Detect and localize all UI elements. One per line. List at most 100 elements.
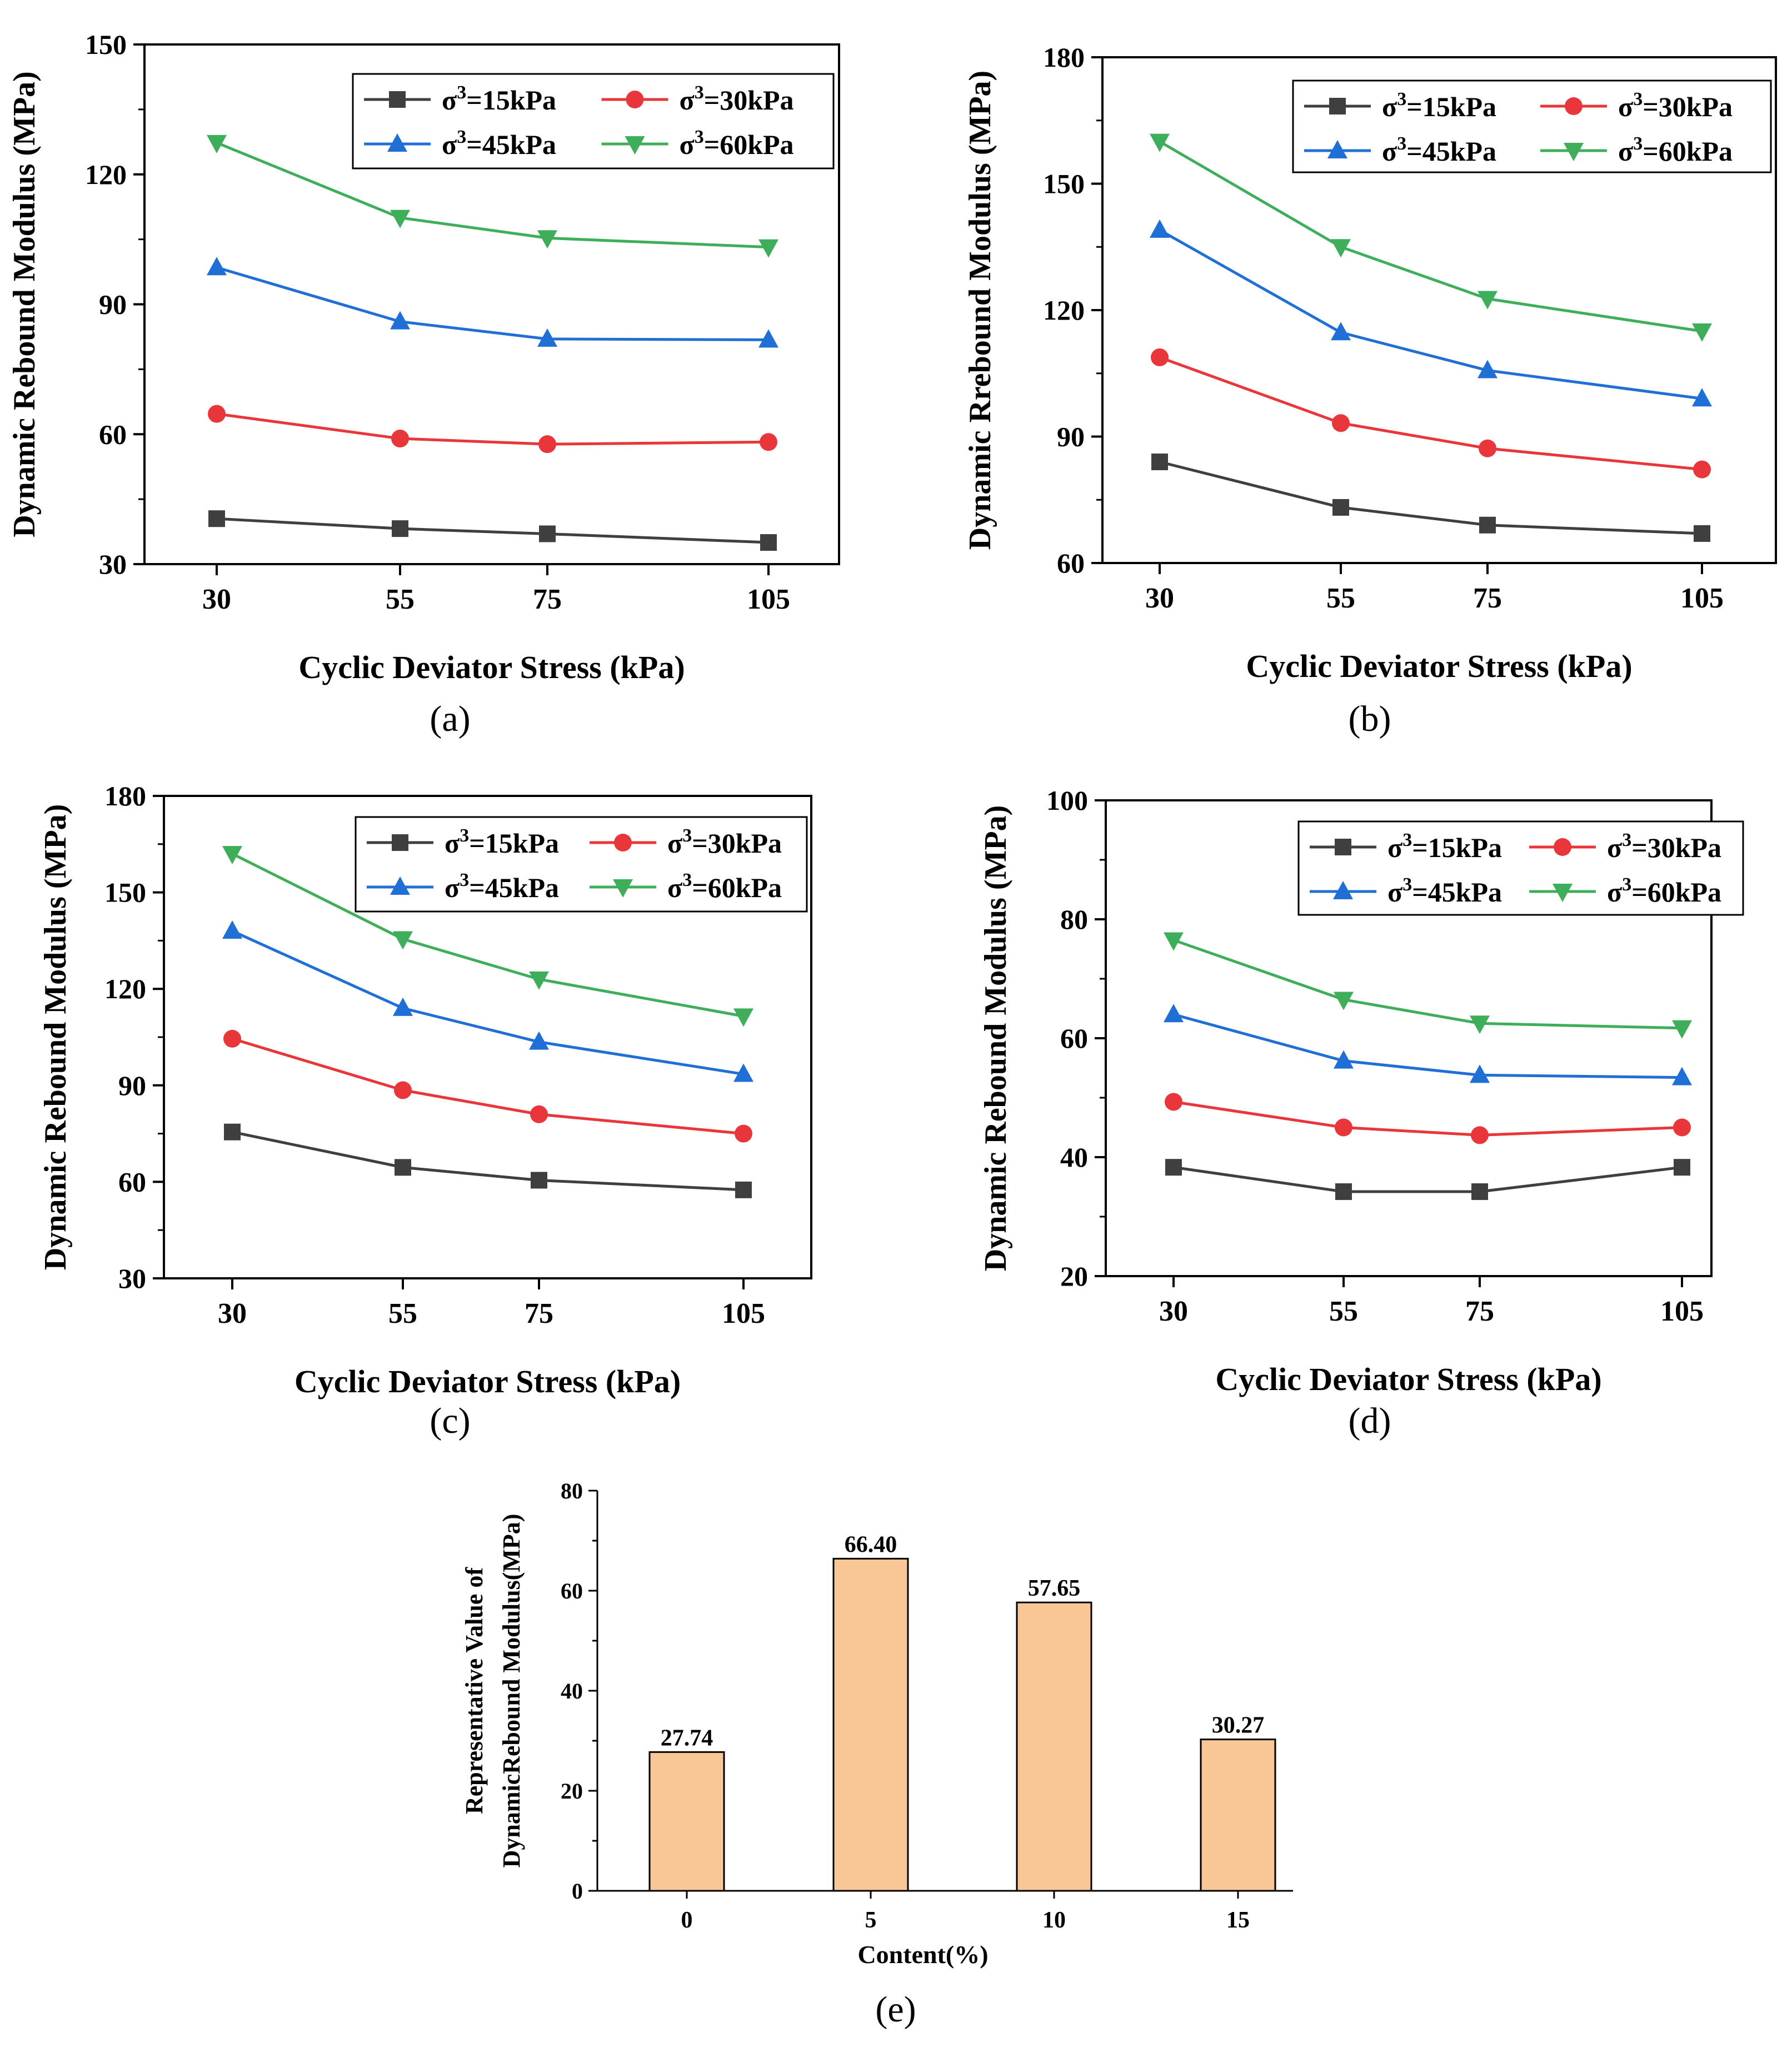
- data-point: [1672, 1020, 1692, 1039]
- legend-item: σ3=30kPa: [601, 82, 794, 116]
- data-point: [758, 239, 778, 258]
- x-axis-label: Cyclic Deviator Stress (kPa): [298, 649, 685, 685]
- data-point: [390, 311, 410, 330]
- data-point: [529, 1031, 549, 1050]
- legend-marker: [613, 879, 633, 898]
- x-tick-label: 30: [1145, 582, 1174, 614]
- legend-label-sup: 3: [695, 82, 704, 103]
- legend-label-rest: =15kPa: [1406, 91, 1496, 122]
- x-tick-label: 105: [747, 584, 790, 615]
- legend-label-sup: 3: [1397, 89, 1406, 109]
- data-point: [538, 435, 556, 454]
- y-tick-label: 0: [572, 1879, 583, 1904]
- legend-label-sup: 3: [1633, 89, 1643, 109]
- series-s60: [207, 135, 778, 258]
- data-point: [391, 430, 409, 448]
- data-point: [1331, 322, 1351, 341]
- legend-marker: [1333, 881, 1353, 899]
- legend-marker: [1564, 143, 1584, 161]
- chart-panel-d: 20 40 60 80 100 30 55 75 105 Cyclic Deviator Stre…: [979, 785, 1744, 1441]
- series-line: [1173, 1166, 1683, 1193]
- legend-label-rest: =60kPa: [704, 129, 794, 160]
- data-point: [224, 1123, 241, 1140]
- data-point: [393, 997, 413, 1016]
- series-s15: [208, 510, 777, 551]
- x-tick-label: 105: [1680, 582, 1724, 614]
- series-line: [216, 266, 769, 341]
- y-tick-label: 120: [1043, 295, 1085, 326]
- legend-box: [1297, 820, 1744, 916]
- y-tick-label: 90: [118, 1070, 146, 1101]
- legend-label: σ3=30kPa: [1618, 89, 1733, 122]
- series-s60: [1164, 932, 1692, 1039]
- y-tick-label: 100: [1046, 785, 1088, 816]
- data-point: [1164, 932, 1184, 951]
- series-line: [1173, 1013, 1683, 1079]
- x-tick-label: 0: [681, 1907, 693, 1933]
- data-point: [1335, 1183, 1352, 1201]
- legend-item: σ3=15kPa: [367, 825, 559, 859]
- series-s60: [1150, 133, 1712, 342]
- legend-item: σ3=15kPa: [1310, 830, 1502, 863]
- y-tick-label: 20: [1060, 1261, 1088, 1292]
- x-tick-label: 105: [1660, 1296, 1704, 1327]
- data-point: [1164, 1004, 1184, 1023]
- legend-label-rest: =45kPa: [466, 129, 556, 160]
- y-tick-label: 120: [85, 159, 127, 190]
- x-tick-label: 55: [1329, 1296, 1358, 1327]
- legend-item: σ3=45kPa: [367, 870, 559, 903]
- x-tick-label: 105: [722, 1298, 765, 1329]
- legend-marker: [389, 91, 406, 108]
- series-line: [1173, 1100, 1683, 1137]
- bar-data-label: 66.40: [845, 1532, 897, 1557]
- y-axis-label-line: DynamicRebound Modulus(MPa): [498, 1514, 525, 1868]
- x-tick-label: 30: [1159, 1296, 1188, 1327]
- data-point: [1334, 1050, 1354, 1069]
- y-tick-label: 40: [1060, 1142, 1088, 1173]
- y-tick-label: 40: [561, 1679, 583, 1704]
- legend-label-sigma: σ: [1607, 876, 1622, 908]
- x-tick-label: 15: [1226, 1907, 1250, 1933]
- legend-label-sigma: σ: [667, 872, 682, 903]
- legend-marker: [626, 91, 644, 108]
- x-axis-label: Cyclic Deviator Stress (kPa): [294, 1363, 681, 1399]
- data-point: [1471, 1126, 1489, 1144]
- x-tick-label: 30: [202, 584, 231, 615]
- data-point: [531, 1172, 547, 1189]
- y-axis-label: Dynamic Rebound Modulus (MPa): [38, 804, 73, 1271]
- series-s45: [207, 257, 778, 348]
- data-point: [207, 135, 227, 153]
- legend-label: σ3=30kPa: [1607, 830, 1721, 863]
- data-point: [760, 433, 777, 451]
- data-point: [735, 1124, 752, 1143]
- data-point: [1334, 992, 1354, 1010]
- legend-label-sigma: σ: [442, 129, 457, 160]
- data-point: [1331, 239, 1351, 258]
- y-tick-label: 60: [1060, 1023, 1088, 1054]
- legend-item: σ3=60kPa: [1529, 874, 1721, 908]
- y-tick-label: 120: [104, 973, 146, 1004]
- y-tick-label: 180: [1043, 42, 1085, 73]
- series-s30: [1151, 348, 1711, 479]
- legend-item: σ3=45kPa: [1310, 874, 1502, 908]
- series-s45: [222, 920, 753, 1082]
- legend-item: σ3=30kPa: [590, 825, 782, 859]
- series-line: [1159, 140, 1703, 333]
- series-line: [231, 852, 744, 1018]
- y-axis-label-line: Representative Value of: [461, 1567, 488, 1814]
- bar: [832, 1557, 909, 1892]
- chart-panel-b: 60 90 120 150 180 30 55 75 105 Cyclic Deviator St…: [963, 42, 1777, 739]
- series-s30: [223, 1029, 752, 1143]
- legend-label-sup: 3: [1633, 133, 1643, 154]
- legend-marker: [1327, 140, 1347, 158]
- x-tick-label: 10: [1042, 1907, 1066, 1933]
- x-axis-label: Content(%): [857, 1940, 988, 1969]
- y-axis-label: Dynamic Rebound Modulus (MPa): [7, 71, 42, 537]
- data-point: [394, 1081, 412, 1099]
- y-tick-label: 90: [1057, 421, 1085, 452]
- y-axis-label: Dynamic Rebound Modulus (MPa): [979, 805, 1013, 1272]
- legend-box: [1292, 79, 1772, 173]
- data-point: [222, 920, 242, 939]
- legend-label: σ3=45kPa: [1382, 133, 1496, 167]
